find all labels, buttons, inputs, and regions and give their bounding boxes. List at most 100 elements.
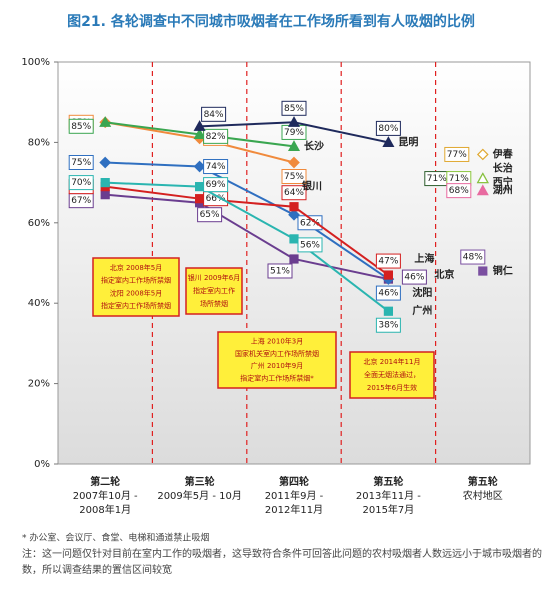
value-label: 65% bbox=[200, 210, 220, 220]
value-label-box bbox=[375, 120, 401, 136]
policy-text: 指定室内工作场所禁烟* bbox=[240, 373, 314, 382]
marker bbox=[289, 202, 299, 212]
value-label-box bbox=[375, 285, 401, 301]
value-label: 48% bbox=[463, 253, 483, 263]
value-label-box bbox=[281, 185, 307, 201]
value-label-box bbox=[281, 100, 307, 116]
x-tick-label: 2011年9月 - bbox=[265, 489, 324, 502]
series-name: 广州 bbox=[412, 304, 432, 317]
series-line bbox=[105, 193, 389, 281]
series-name: 上海 bbox=[414, 252, 434, 265]
marker bbox=[382, 136, 395, 147]
value-label: 75% bbox=[284, 172, 304, 182]
footnote: 注：这一问题仅针对目前在室内工作的吸烟者，这导致符合条件可回答此问题的农村吸烟者… bbox=[22, 547, 542, 560]
value-label: 46% bbox=[404, 273, 424, 283]
marker bbox=[478, 266, 488, 276]
series-name: 昆明 bbox=[398, 136, 418, 148]
series-line bbox=[105, 181, 390, 313]
value-label: 46% bbox=[378, 289, 398, 299]
policy-text: 沈阳 2008年5月 bbox=[110, 288, 163, 297]
value-label: 85% bbox=[284, 104, 304, 114]
x-tick-label: 2009年5月 - 10月 bbox=[157, 489, 242, 502]
value-label: 66% bbox=[206, 194, 226, 204]
value-label: 77% bbox=[447, 150, 467, 160]
marker bbox=[288, 156, 300, 169]
chart-title: 图21. 各轮调查中不同城市吸烟者在工作场所看到有人吸烟的比例 bbox=[67, 13, 475, 30]
policy-text: 国家机关室内工作场所禁烟 bbox=[235, 349, 319, 358]
value-label: 85% bbox=[71, 122, 91, 132]
policy-text: 北京 2008年5月 bbox=[110, 263, 163, 272]
marker bbox=[289, 254, 299, 264]
value-label-box bbox=[444, 146, 470, 162]
marker bbox=[100, 178, 110, 188]
value-label: 64% bbox=[284, 188, 304, 198]
policy-text: 指定室内工作场所禁烟 bbox=[101, 301, 171, 310]
marker bbox=[476, 148, 489, 161]
marker bbox=[287, 116, 301, 127]
value-label-box bbox=[203, 159, 229, 175]
series-name: 长治 bbox=[493, 162, 513, 175]
policy-text: 全面无烟法通过， bbox=[364, 370, 420, 379]
x-tick-label: 2015年7月 bbox=[362, 503, 414, 516]
value-label-box bbox=[297, 215, 323, 231]
y-tick-label: 80% bbox=[28, 137, 50, 148]
policy-box bbox=[217, 331, 337, 389]
series-name: 伊春 bbox=[492, 147, 513, 160]
y-tick-label: 60% bbox=[28, 218, 50, 229]
value-label: 79% bbox=[284, 128, 304, 138]
value-label-box bbox=[267, 263, 293, 279]
x-tick-label: 第五轮 bbox=[373, 475, 403, 488]
marker bbox=[99, 156, 112, 169]
x-tick-label: 农村地区 bbox=[463, 489, 503, 502]
value-label: 51% bbox=[270, 266, 290, 276]
y-tick-label: 20% bbox=[28, 379, 50, 390]
x-tick-label: 2007年10月 - bbox=[73, 489, 138, 502]
series-name: 铜仁 bbox=[493, 264, 513, 277]
value-label-box bbox=[460, 249, 486, 265]
value-label: 82% bbox=[206, 132, 226, 142]
value-label: 62% bbox=[300, 218, 320, 228]
value-label-box bbox=[203, 177, 229, 193]
series-name: 长沙 bbox=[304, 139, 324, 152]
marker bbox=[383, 270, 393, 280]
value-label: 47% bbox=[378, 257, 398, 267]
series-line bbox=[105, 185, 389, 276]
x-tick-label: 第五轮 bbox=[468, 475, 498, 488]
x-tick-label: 第三轮 bbox=[185, 475, 215, 488]
footnote: * 办公室、会议厅、食堂、电梯和通道禁止吸烟 bbox=[22, 532, 209, 544]
marker bbox=[289, 234, 299, 244]
series-name: 北京 bbox=[434, 268, 454, 281]
footnote: 数，所以调查结果的置信区间较宽 bbox=[22, 563, 172, 576]
value-label: 71% bbox=[449, 174, 469, 184]
series-name: 西宁 bbox=[493, 176, 513, 189]
x-tick-label: 2008年1月 bbox=[79, 503, 131, 516]
x-tick-label: 2013年11月 - bbox=[356, 489, 421, 502]
value-label-box bbox=[201, 106, 227, 122]
value-label: 56% bbox=[300, 240, 320, 250]
marker bbox=[476, 172, 489, 184]
value-label: 75% bbox=[71, 158, 91, 168]
series-name: 银川 bbox=[302, 180, 322, 193]
value-label-box bbox=[375, 317, 401, 333]
y-tick-label: 100% bbox=[21, 57, 50, 68]
policy-box bbox=[185, 267, 243, 315]
value-label-box bbox=[281, 169, 307, 184]
value-label-box bbox=[297, 237, 323, 253]
value-label-box bbox=[68, 118, 94, 134]
value-label: 67% bbox=[71, 196, 91, 206]
value-label: 69% bbox=[206, 180, 226, 190]
marker bbox=[383, 306, 393, 316]
policy-text: 北京 2014年11月 bbox=[364, 357, 421, 366]
x-tick-label: 第二轮 bbox=[90, 475, 120, 488]
policy-text: 指定室内工作 bbox=[193, 286, 235, 295]
policy-text: 银川 2009年6月 bbox=[188, 273, 241, 282]
marker bbox=[193, 160, 206, 173]
y-tick-label: 40% bbox=[28, 298, 50, 309]
series-name: 湖州 bbox=[493, 184, 513, 197]
value-label-box bbox=[375, 253, 401, 269]
value-label-box bbox=[68, 175, 94, 191]
value-label: 74% bbox=[206, 162, 226, 172]
policy-box bbox=[92, 257, 180, 317]
value-label-box bbox=[401, 269, 427, 285]
